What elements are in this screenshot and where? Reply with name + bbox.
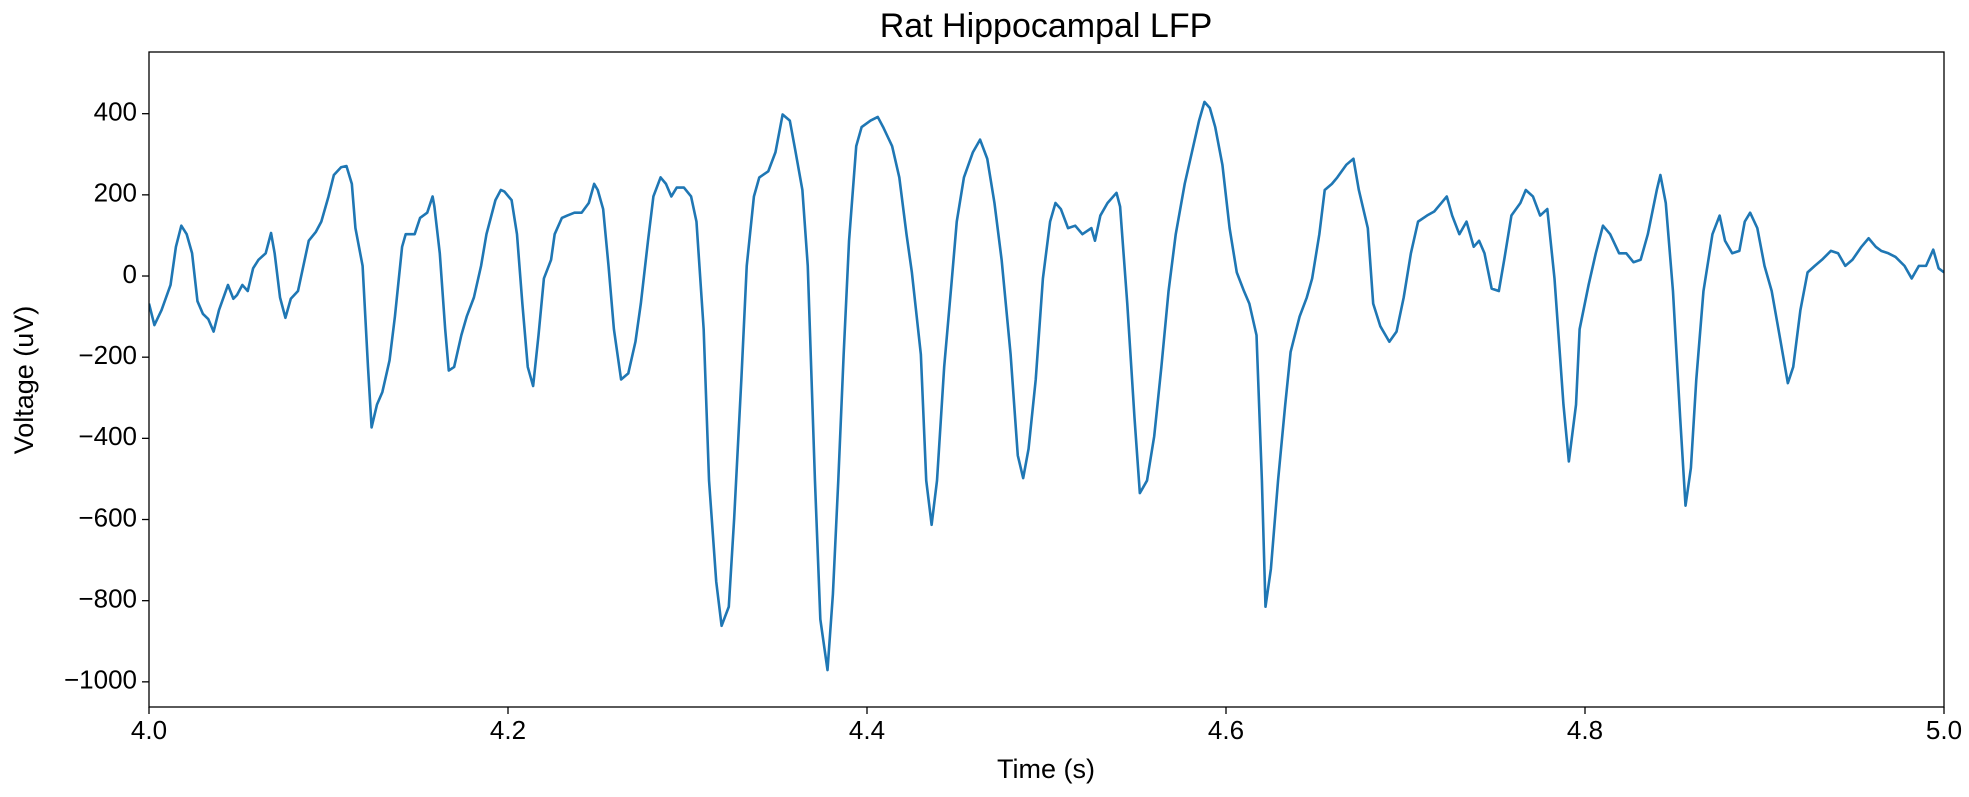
x-tick-label: 4.8 [1567, 715, 1603, 745]
x-tick-label: 4.0 [131, 715, 167, 745]
y-tick-label: −1000 [64, 665, 137, 695]
x-tick-label: 4.6 [1208, 715, 1244, 745]
y-tick-label: −200 [78, 340, 137, 370]
y-tick-label: −600 [78, 502, 137, 532]
chart-title: Rat Hippocampal LFP [880, 7, 1213, 45]
y-tick-label: 0 [123, 259, 137, 289]
y-axis-label: Voltage (uV) [9, 306, 39, 455]
y-tick-label: 400 [94, 97, 137, 127]
y-tick-label: −400 [78, 421, 137, 451]
plot-frame [148, 51, 1945, 708]
x-tick-label: 4.2 [490, 715, 526, 745]
x-tick-label: 4.4 [849, 715, 885, 745]
x-axis-label: Time (s) [997, 754, 1095, 784]
y-tick-label: 200 [94, 178, 137, 208]
y-tick-label: −800 [78, 584, 137, 614]
data-line [149, 100, 1944, 672]
x-tick-label: 5.0 [1926, 715, 1962, 745]
